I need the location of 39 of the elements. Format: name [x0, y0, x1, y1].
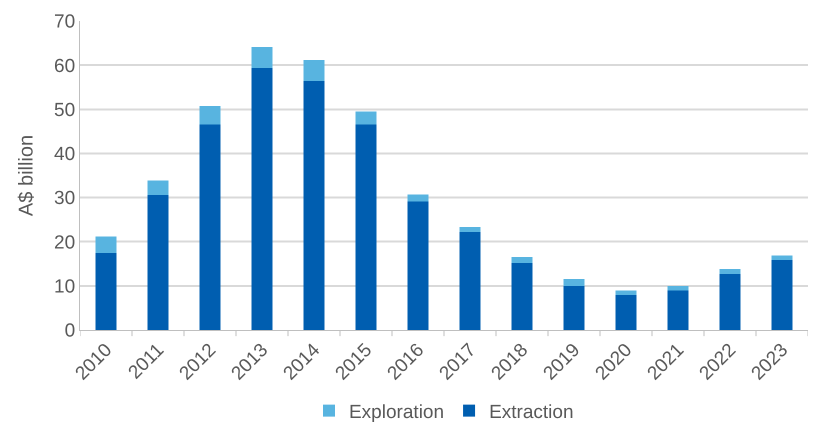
bar — [460, 227, 480, 232]
bar — [668, 290, 688, 330]
y-tick-label: 60 — [54, 56, 76, 77]
legend-label: Exploration — [349, 402, 444, 424]
legend-label: Extraction — [489, 402, 574, 424]
bar — [148, 180, 168, 195]
bar — [408, 202, 428, 330]
bar — [200, 106, 220, 124]
bar — [564, 279, 584, 286]
bar — [512, 257, 532, 263]
bar — [148, 194, 168, 330]
bar — [668, 286, 688, 291]
bar — [772, 255, 792, 260]
bar — [252, 47, 272, 68]
bar — [252, 68, 272, 330]
y-tick-label: 70 — [54, 12, 76, 33]
bar — [96, 252, 116, 330]
bar — [772, 260, 792, 330]
bar — [96, 236, 116, 253]
y-tick-label: 30 — [54, 188, 76, 210]
y-tick-label: 20 — [54, 232, 76, 254]
bar — [356, 111, 376, 124]
y-tick-label: 0 — [64, 320, 76, 342]
bar — [304, 81, 324, 330]
bar — [356, 124, 376, 330]
bar — [564, 286, 584, 330]
bar — [512, 262, 532, 330]
y-tick-label: 40 — [54, 144, 76, 166]
bar — [616, 290, 636, 296]
bar — [200, 124, 220, 330]
bar — [720, 274, 740, 330]
bar — [408, 194, 428, 202]
bar — [720, 269, 740, 274]
bar — [616, 295, 636, 330]
y-axis-title: A$ billion — [16, 134, 38, 216]
y-tick-label: 10 — [54, 276, 76, 298]
y-tick-label: 50 — [54, 100, 76, 121]
bar — [460, 232, 480, 330]
bar — [304, 60, 324, 82]
